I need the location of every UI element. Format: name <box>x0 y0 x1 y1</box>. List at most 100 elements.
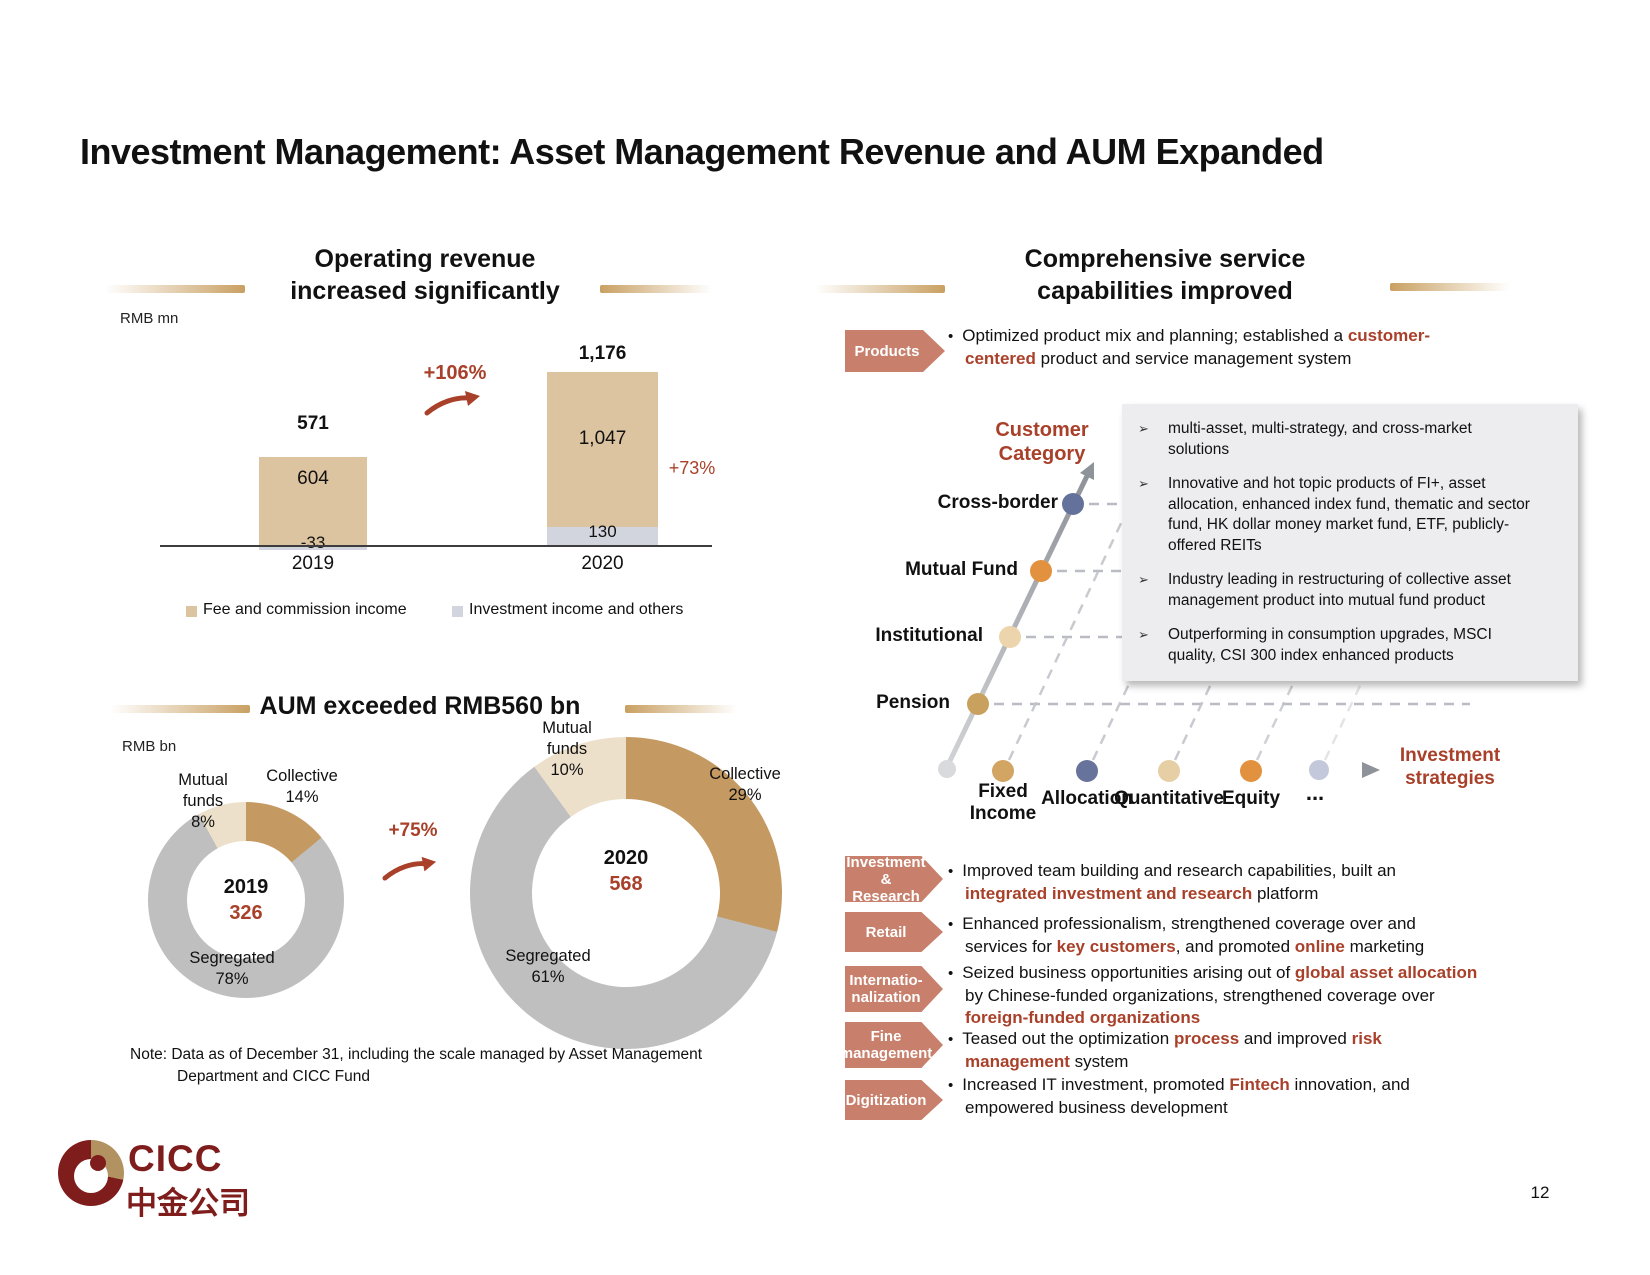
bar-chart-title: Operating revenue increased significantl… <box>290 245 560 305</box>
y-item-mutual-fund: Mutual Fund <box>905 559 1018 580</box>
donut-2020 <box>470 737 782 1049</box>
tag-retail: Retail <box>845 912 943 952</box>
page-number: 12 <box>1530 1183 1550 1202</box>
more-strategies-dot <box>1309 760 1329 780</box>
investment-label-2020: 130 <box>588 522 617 541</box>
bullet-icon: • <box>948 328 954 345</box>
donut-chart-title: AUM exceeded RMB560 bn <box>259 692 581 720</box>
category-2020: 2020 <box>581 553 624 574</box>
tag-digitization: Digitization <box>845 1080 943 1120</box>
retail-bullet: • Enhanced professionalism, strengthened … <box>948 914 1425 956</box>
decor-bar <box>105 285 245 293</box>
donut-2019-label-collective: Collective 14% <box>266 767 338 806</box>
page-title: Investment Management: Asset Management … <box>80 131 1324 172</box>
digitization-bullet: • Increased IT investment, promoted Finte… <box>948 1075 1410 1117</box>
legend-label-investment: Investment income and others <box>469 601 684 618</box>
arrow-bullet-icon: ➢ <box>1138 627 1149 642</box>
bar-2019-investment <box>259 545 367 550</box>
decor-bar <box>815 285 945 293</box>
note-line-2: Department and CICC Fund <box>177 1068 370 1085</box>
box-bullet-row: ➢ multi-asset, multi-strategy, and cross-… <box>1138 419 1568 460</box>
fine-management-bullet: • Teased out the optimization process and… <box>948 1029 1382 1071</box>
donut-2019-center: 2019 326 <box>196 874 296 926</box>
y-axis-title: Customer Category <box>995 419 1089 465</box>
donut-2019-label-mutual: Mutual funds 8% <box>178 771 228 831</box>
y-axis-arrowhead-icon <box>1080 462 1094 480</box>
investment-research-bullet: • Improved team building and research cap… <box>948 861 1397 903</box>
donut-2019 <box>148 802 344 998</box>
bar-2020-investment <box>547 527 658 546</box>
pension-dot <box>967 693 989 715</box>
box-bullet-row: ➢ Outperforming in consumption upgrades, … <box>1138 625 1568 666</box>
arrow-bullet-icon: ➢ <box>1138 421 1149 436</box>
donut-2020-total: 568 <box>609 873 643 895</box>
right-title: Comprehensive service capabilities impro… <box>1024 245 1306 305</box>
x-item-fixed-income: Fixed Income <box>969 781 1037 824</box>
y-item-cross-border: Cross-border <box>937 492 1058 513</box>
cicc-logo-dot <box>90 1155 106 1171</box>
donut-2019-hole <box>187 841 305 959</box>
box-bullet-row: ➢ Industry leading in restructuring of co… <box>1138 570 1568 611</box>
arrow-bullet-icon: ➢ <box>1138 476 1149 491</box>
tag-investment-research: Investment & Research <box>845 856 943 902</box>
decor-bar <box>1390 283 1510 291</box>
y-item-institutional: Institutional <box>875 625 983 646</box>
bar-2019-fee <box>259 457 367 546</box>
x-item-allocation: Allocation <box>1041 788 1133 809</box>
donut-2020-year: 2020 <box>603 847 649 869</box>
decor-bar <box>625 705 737 713</box>
growth-label-fee: +73% <box>668 458 716 478</box>
donut-2019-label-segregated: Segregated 78% <box>189 949 275 988</box>
bullet-icon: • <box>948 965 954 982</box>
cicc-logo-text: CICC <box>128 1138 223 1179</box>
product-highlights-box: ➢ multi-asset, multi-strategy, and cross-… <box>1122 404 1578 681</box>
institutional-dot <box>999 626 1021 648</box>
bar-chart-unit: RMB mn <box>120 310 179 327</box>
x-item-equity: Equity <box>1221 788 1281 809</box>
arrow-bullet-icon: ➢ <box>1138 572 1149 587</box>
legend-swatch-fee <box>186 606 197 617</box>
tag-products: Products <box>845 330 945 372</box>
origin-dot <box>938 760 956 778</box>
fee-label-2020: 1,047 <box>578 428 627 449</box>
legend-swatch-investment <box>452 606 463 617</box>
box-bullet-row: ➢ Innovative and hot topic products of FI… <box>1138 474 1568 556</box>
decor-bar <box>600 285 712 293</box>
cicc-logo-text-cn: 中金公司 <box>126 1186 250 1221</box>
legend-label-fee: Fee and commission income <box>203 601 407 618</box>
note-line-1: Note: Data as of December 31, including … <box>130 1046 703 1063</box>
bar-2020-fee <box>547 372 658 527</box>
bullet-icon: • <box>948 1077 954 1094</box>
equity-dot <box>1240 760 1262 782</box>
fixed-income-dot <box>992 760 1014 782</box>
total-label-2019: 571 <box>297 413 329 434</box>
bullet-icon: • <box>948 916 954 933</box>
internationalization-bullet: • Seized business opportunities arising o… <box>948 963 1478 1027</box>
cicc-logo <box>58 1140 124 1206</box>
bullet-icon: • <box>948 863 954 880</box>
investment-label-2019: -33 <box>300 533 326 552</box>
bullet-icon: • <box>948 1031 954 1048</box>
mutual-fund-dot <box>1030 560 1052 582</box>
x-axis-title: Investment strategies <box>1399 745 1501 789</box>
category-2019: 2019 <box>291 553 335 574</box>
donut-2020-label-collective: Collective 29% <box>709 765 781 804</box>
donut-2020-label-mutual: Mutual funds 10% <box>542 719 592 779</box>
growth-arrow-icon <box>382 856 437 881</box>
cross-border-dot <box>1062 493 1084 515</box>
x-axis-arrowhead-icon <box>1362 762 1380 778</box>
guide-fixed-income <box>1007 497 1135 761</box>
donut-2020-hole <box>532 799 720 987</box>
donut-growth-label: +75% <box>388 820 438 841</box>
x-axis-line <box>160 545 712 547</box>
allocation-dot <box>1076 760 1098 782</box>
donut-2019-total: 326 <box>229 902 263 924</box>
x-item-quantitative: Quantitative <box>1114 788 1224 809</box>
growth-label-total: +106% <box>423 362 487 384</box>
tag-fine-management: Fine management <box>845 1022 943 1068</box>
donut-2020-label-segregated: Segregated 61% <box>505 947 591 986</box>
growth-arrow-icon <box>424 391 480 416</box>
total-label-2020: 1,176 <box>578 343 627 364</box>
tag-internationalization: Internatio- nalization <box>845 966 943 1012</box>
